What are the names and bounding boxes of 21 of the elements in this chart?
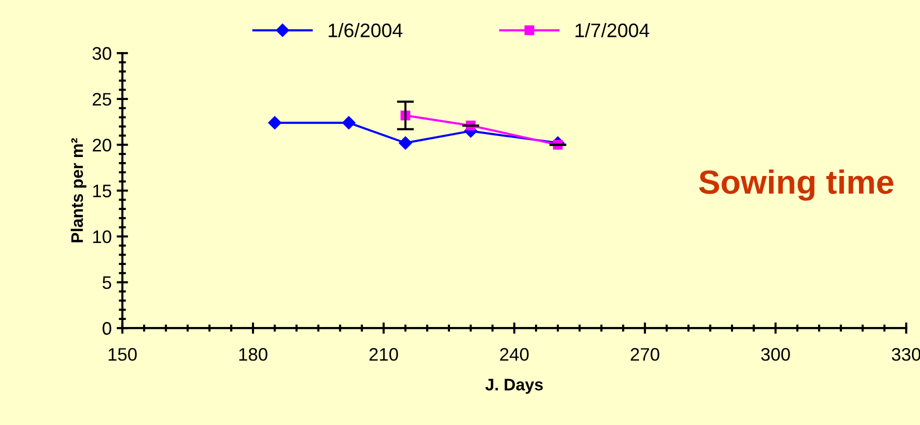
point	[268, 116, 282, 130]
y-tick-label: 15	[93, 184, 112, 198]
y-tick-label: 0	[102, 322, 112, 335]
x-tick-label: 180	[239, 348, 268, 361]
legend-label: 1/7/2004	[576, 23, 650, 38]
y-tick-label: 30	[92, 47, 112, 60]
x-tick-label: 300	[761, 348, 790, 361]
x-tick-label: 240	[500, 348, 529, 361]
y-tick-label: 20	[92, 138, 112, 152]
x-tick-label: 270	[630, 348, 660, 361]
point	[342, 116, 356, 130]
annotation: Sowing time	[699, 170, 894, 201]
y-tick-label: 25	[92, 92, 112, 106]
x-tick-label: 210	[369, 348, 398, 361]
legend-label: 1/6/2004	[328, 23, 402, 38]
y-tick-label: 5	[102, 276, 112, 289]
x-tick-label: 150	[108, 348, 137, 361]
y-tick-label: 10	[93, 230, 112, 244]
x-axis-title: J. Days	[485, 378, 543, 394]
y-axis-title: Plants per m²	[70, 138, 86, 242]
point	[398, 136, 412, 150]
